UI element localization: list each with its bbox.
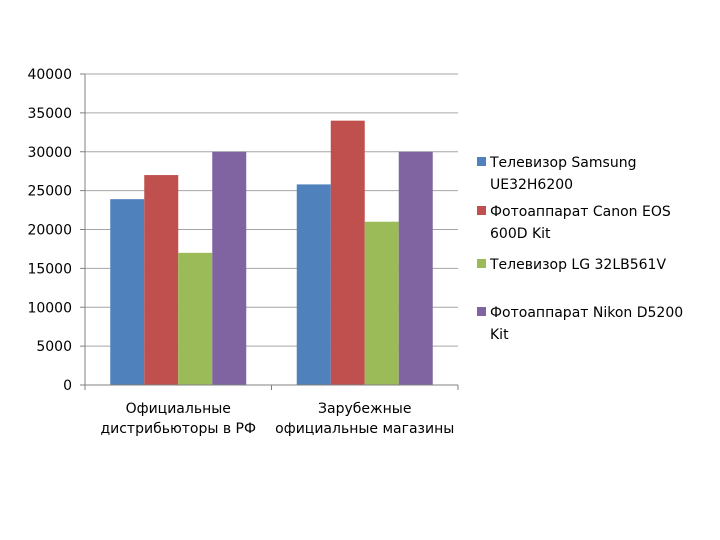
bar xyxy=(144,175,179,385)
y-tick-label: 35000 xyxy=(27,106,72,122)
y-tick-label: 5000 xyxy=(36,339,72,355)
category-label-line: Официальные xyxy=(126,401,231,417)
y-tick-label: 25000 xyxy=(27,184,72,200)
legend-swatch xyxy=(477,259,486,268)
category-label: Официальные дистрибьюторы в РФ xyxy=(100,401,256,437)
y-tick-label: 40000 xyxy=(27,67,72,83)
bar xyxy=(178,252,213,385)
bar xyxy=(364,221,399,385)
y-tick-label: 10000 xyxy=(27,300,72,316)
legend-label-line: 600D Kit xyxy=(490,226,551,242)
bar xyxy=(110,199,145,385)
axes xyxy=(80,73,459,390)
legend-label-line: Телевизор LG 32LB561V xyxy=(489,257,666,273)
legend-swatch xyxy=(477,206,486,215)
legend-swatch xyxy=(477,157,486,166)
legend-label-line: Фотоаппарат Canon EOS xyxy=(490,204,671,220)
legend-label: Телевизор LG 32LB561V xyxy=(489,257,666,273)
legend-swatch xyxy=(477,307,486,316)
y-tick-labels: 0 5000 10000 15000 20000 25000 30000 35000 40000 xyxy=(27,67,72,394)
bar xyxy=(398,151,433,385)
bar xyxy=(212,151,247,385)
legend: Телевизор Samsung UE32H6200 Фотоаппарат Ca… xyxy=(477,155,683,343)
y-tick-label: 30000 xyxy=(27,145,72,161)
category-labels: Официальные дистрибьюторы в РФ Зарубежные о… xyxy=(100,401,454,437)
category-label-line: официальные магазины xyxy=(275,421,454,437)
category-label-line: Зарубежные xyxy=(318,401,411,417)
bar xyxy=(330,120,365,386)
legend-label: Фотоаппарат Nikon D5200 Kit xyxy=(490,305,683,343)
y-tick-label: 15000 xyxy=(27,261,72,277)
bar xyxy=(296,184,331,385)
category-label-line: дистрибьюторы в РФ xyxy=(100,421,256,437)
legend-label: Фотоаппарат Canon EOS 600D Kit xyxy=(490,204,671,242)
bars xyxy=(110,120,433,386)
category-label: Зарубежные официальные магазины xyxy=(275,401,454,437)
legend-label-line: Фотоаппарат Nikon D5200 xyxy=(490,305,683,321)
legend-label-line: Телевизор Samsung xyxy=(489,155,636,171)
y-tick-label: 0 xyxy=(63,378,72,394)
legend-label-line: UE32H6200 xyxy=(490,177,573,193)
legend-label: Телевизор Samsung UE32H6200 xyxy=(489,155,636,193)
y-tick-label: 20000 xyxy=(27,223,72,239)
legend-label-line: Kit xyxy=(490,327,509,343)
